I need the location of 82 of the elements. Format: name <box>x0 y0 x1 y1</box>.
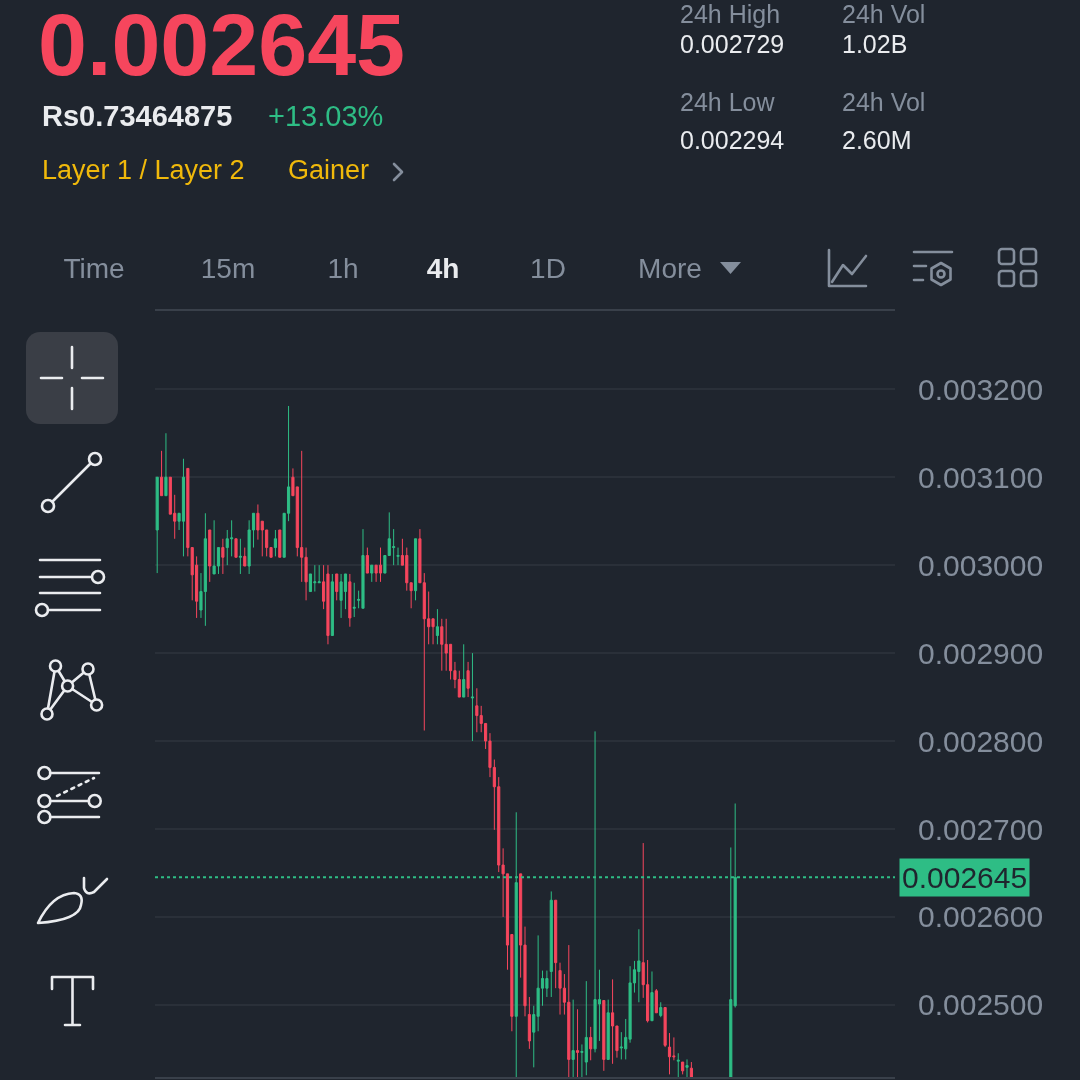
text: 24h Vol <box>842 88 926 117</box>
candlestick <box>370 564 374 583</box>
y-tick-label: 0.003100 <box>918 460 1044 494</box>
ref-line-label: 0.002645 <box>902 861 1028 894</box>
candlestick <box>667 1032 672 1075</box>
text: 1.02B <box>842 30 908 59</box>
candlestick <box>575 1008 580 1077</box>
candlestick <box>606 999 610 1060</box>
candlestick <box>466 661 470 698</box>
candlestick <box>378 547 383 583</box>
candlestick <box>435 608 439 645</box>
candlestick <box>663 1007 667 1048</box>
candlestick <box>212 519 216 575</box>
candlestick <box>413 538 418 601</box>
candlestick <box>181 458 186 557</box>
candlestick <box>676 1052 680 1077</box>
candlestick <box>654 988 658 1014</box>
candlestick <box>278 529 282 558</box>
candlestick <box>221 538 225 575</box>
candlestick <box>348 573 352 628</box>
text: Layer 1 / Layer 2 <box>42 155 245 187</box>
text: Gainer <box>288 155 370 187</box>
candlestick <box>602 999 606 1072</box>
candlestick <box>208 529 212 583</box>
text: 24h Low <box>680 88 775 117</box>
y-tick-label: 0.002900 <box>918 636 1044 670</box>
candlestick <box>440 618 444 672</box>
text: 24h High <box>680 0 781 29</box>
candlestick <box>326 564 330 645</box>
candlestick <box>681 1061 685 1075</box>
candlestick <box>567 944 571 1077</box>
text: +13.03% <box>268 100 384 134</box>
candlestick <box>549 890 553 998</box>
text: Rs0.73464875 <box>42 100 233 134</box>
candlestick <box>335 573 339 601</box>
chart-title: 0.002645 <box>38 0 406 94</box>
candlestick <box>396 547 400 566</box>
candlestick <box>243 547 247 567</box>
candlestick <box>589 1026 593 1061</box>
candlestick <box>352 582 356 618</box>
text: 15m <box>200 253 256 286</box>
text: 1D <box>530 253 566 286</box>
candlestick <box>650 970 654 1022</box>
text: 2.60M <box>842 126 912 155</box>
candlestick <box>164 432 168 497</box>
candlestick <box>339 573 343 619</box>
candlestick <box>685 1058 689 1077</box>
candlestick <box>365 547 369 574</box>
y-tick-label: 0.003200 <box>918 372 1044 406</box>
y-tick-label: 0.002500 <box>918 988 1044 1022</box>
candlestick <box>689 1061 693 1077</box>
candlestick <box>571 999 575 1077</box>
candlestick <box>637 928 641 1003</box>
text: 0.002294 <box>680 126 785 155</box>
y-tick-label: 0.002800 <box>918 724 1044 758</box>
candlestick <box>155 476 159 574</box>
candlestick <box>160 450 164 497</box>
candlestick <box>558 962 562 1016</box>
candlestick <box>462 643 466 698</box>
candlestick <box>527 996 531 1050</box>
text: 24h Vol <box>842 0 926 29</box>
text: 4h <box>426 253 460 286</box>
candlestick <box>584 980 588 1076</box>
candlestick <box>470 652 475 742</box>
candlestick <box>313 564 317 593</box>
candlestick <box>611 978 615 1065</box>
candlestick <box>659 1001 663 1018</box>
candlestick <box>273 529 277 557</box>
candlestick <box>361 528 365 609</box>
y-tick-label: 0.002700 <box>918 812 1044 846</box>
text: 0.002729 <box>680 30 785 59</box>
text: 1h <box>327 253 359 286</box>
y-tick-label: 0.002600 <box>918 900 1044 934</box>
candlestick <box>475 687 479 733</box>
text: More <box>638 253 702 286</box>
y-tick-label: 0.003000 <box>918 548 1044 582</box>
candlestick <box>330 573 334 637</box>
candlestick <box>234 538 238 558</box>
candlestick <box>554 899 558 989</box>
candlestick <box>203 512 207 627</box>
candlestick <box>238 538 242 575</box>
text: Time <box>63 253 125 286</box>
